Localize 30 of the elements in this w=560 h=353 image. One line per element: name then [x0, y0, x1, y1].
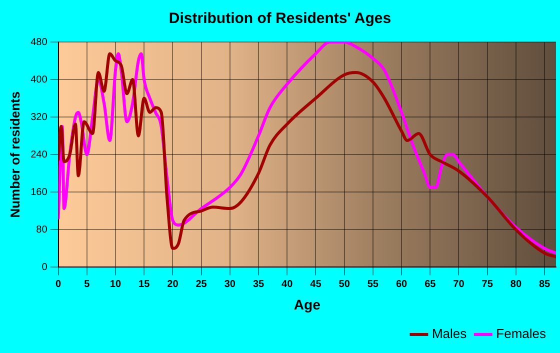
y-tick-label: 160 — [30, 186, 48, 198]
x-tick-label: 10 — [110, 278, 122, 290]
y-tick-label: 80 — [36, 224, 48, 236]
legend-label: Females — [496, 326, 546, 342]
x-tick-label: 70 — [453, 278, 465, 290]
y-tick-label: 480 — [30, 36, 48, 48]
x-tick-label: 80 — [510, 278, 522, 290]
x-tick-label: 55 — [367, 278, 379, 290]
legend-label: Males — [432, 326, 468, 342]
x-tick-label: 5 — [84, 278, 90, 290]
x-tick-label: 0 — [56, 278, 62, 290]
x-tick-label: 30 — [224, 278, 236, 290]
x-tick-label: 60 — [396, 278, 408, 290]
x-tick-label: 20 — [167, 278, 179, 290]
y-tick-label: 240 — [30, 149, 48, 160]
x-tick-label: 85 — [538, 278, 551, 290]
y-tick-label: 0 — [42, 262, 48, 273]
x-axis-title: Age — [294, 296, 321, 312]
x-tick-label: 45 — [310, 278, 322, 290]
chart-title: Distribution of Residents' Ages — [168, 10, 392, 28]
x-tick-label: 40 — [282, 278, 294, 290]
x-tick-label: 25 — [196, 278, 208, 290]
x-tick-label: 15 — [138, 278, 150, 290]
y-tick-label: 400 — [30, 74, 48, 86]
y-tick-label: 320 — [30, 112, 48, 123]
x-tick-label: 50 — [338, 278, 350, 290]
x-tick-label: 65 — [424, 278, 436, 290]
x-tick-label: 75 — [482, 278, 494, 290]
x-tick-label: 35 — [252, 278, 265, 290]
y-axis-title: Number of residents — [7, 91, 22, 218]
